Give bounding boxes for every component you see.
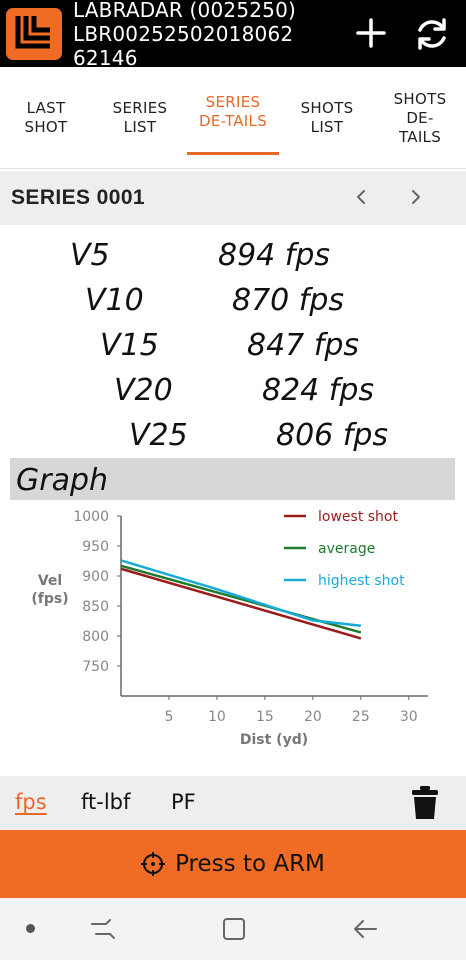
recent-apps-icon[interactable] [88, 916, 118, 942]
y-tick-label: 950 [82, 539, 109, 555]
header: LABRADAR (0025250) LBR00252502018062 621… [0, 0, 466, 70]
y-axis-label-part: Vel [38, 573, 62, 589]
x-tick-label: 20 [304, 709, 322, 725]
legend-label: lowest shot [318, 509, 398, 525]
device-title-line3: 62146 [73, 46, 138, 70]
tab-bar: LAST SHOT SERIES LIST SERIES DE-TAILS SH… [0, 67, 466, 169]
velocity-value: 847 fps [247, 328, 360, 363]
units-bar: fps ft-lbf PF [0, 776, 466, 830]
velocity-distance: V15 [100, 328, 159, 363]
x-axis-label: Dist (yd) [240, 732, 308, 748]
tab-last-shot-label: LAST SHOT [24, 99, 68, 136]
series-line-highest-shot [120, 559, 361, 628]
home-icon[interactable] [220, 915, 248, 943]
crosshair-icon [141, 852, 166, 876]
graph-header: Graph [10, 458, 455, 500]
tab-shots-list[interactable]: SHOTS LIST [288, 67, 366, 169]
x-tick-label: 25 [352, 709, 370, 725]
active-tab-indicator [187, 152, 279, 155]
refresh-icon[interactable] [413, 16, 451, 52]
tab-shots-list-label: SHOTS LIST [300, 99, 354, 136]
y-tick-label: 800 [82, 629, 109, 645]
tab-shots-details-label: SHOTS DE-TAILS [393, 89, 447, 146]
tab-last-shot[interactable]: LAST SHOT [8, 67, 84, 169]
velocity-value: 824 fps [262, 373, 375, 408]
labradar-logo-icon [6, 8, 62, 60]
chevron-left-icon[interactable] [349, 185, 373, 209]
unit-pf-button[interactable]: PF [171, 790, 196, 814]
velocity-value: 806 fps [276, 418, 389, 453]
device-title-line2: LBR00252502018062 [73, 22, 294, 46]
series-title: SERIES 0001 [11, 186, 145, 209]
x-tick-label: 15 [256, 709, 274, 725]
y-tick-label: 750 [82, 659, 109, 675]
y-axis-label-part: (fps) [31, 591, 68, 607]
add-icon[interactable] [354, 16, 388, 50]
velocity-distance: V25 [129, 418, 188, 453]
velocity-value: 894 fps [218, 238, 331, 273]
chevron-right-icon[interactable] [404, 185, 428, 209]
arm-button-label: Press to ARM [175, 851, 325, 877]
tab-shots-details[interactable]: SHOTS DE-TAILS [378, 67, 462, 169]
system-nav-bar [0, 898, 466, 960]
y-tick-label: 850 [82, 599, 109, 615]
tab-series-details[interactable]: SERIES DE-TAILS [187, 61, 279, 163]
device-title-line1: LABRADAR (0025250) [73, 0, 297, 22]
tab-series-details-label: SERIES DE-TAILS [198, 93, 268, 130]
x-tick-label: 5 [165, 709, 174, 725]
dot-icon[interactable] [26, 924, 35, 933]
unit-ftlbf-button[interactable]: ft-lbf [81, 790, 131, 814]
y-tick-label: 900 [82, 569, 109, 585]
velocity-value: 870 fps [232, 283, 345, 318]
unit-fps-button[interactable]: fps [15, 790, 47, 814]
velocity-distance: V5 [70, 238, 110, 273]
back-icon[interactable] [350, 916, 380, 942]
velocity-distance: V10 [85, 283, 144, 318]
velocity-distance: V20 [114, 373, 173, 408]
series-bar: SERIES 0001 [0, 171, 466, 225]
y-tick-label: 1000 [73, 509, 109, 525]
legend-label: highest shot [318, 573, 405, 589]
legend-label: average [318, 541, 375, 557]
graph-title: Graph [16, 463, 109, 498]
x-tick-label: 10 [208, 709, 226, 725]
tab-series-list-label: SERIES LIST [112, 99, 168, 136]
arm-button[interactable]: Press to ARM [0, 830, 466, 898]
velocity-chart: 750 800 850 900 950 1000 5 10 15 20 25 30 Vel (fps) Di… [31, 509, 428, 748]
x-tick-label: 30 [400, 709, 418, 725]
tab-series-list[interactable]: SERIES LIST [98, 67, 182, 169]
trash-icon[interactable] [410, 785, 440, 821]
series-line-lowest-shot [120, 567, 362, 640]
device-title: LABRADAR (0025250) LBR00252502018062 621… [73, 0, 343, 70]
